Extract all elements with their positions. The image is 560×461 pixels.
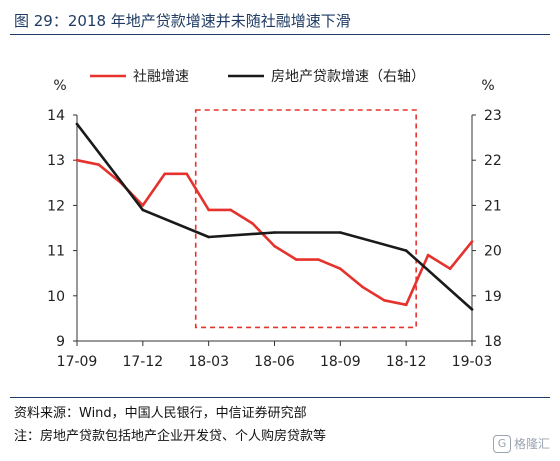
figure-title: 图 29：2018 年地产贷款增速并未随社融增速下滑 bbox=[14, 12, 351, 30]
data-point-real-estate-loans bbox=[404, 249, 408, 252]
x-axis-tick-label: 17-09 bbox=[57, 354, 98, 370]
data-point-social-financing bbox=[339, 267, 342, 271]
legend-label: 房地产贷款增速（右轴） bbox=[271, 69, 425, 85]
data-point-social-financing bbox=[97, 163, 101, 166]
data-point-social-financing bbox=[229, 208, 232, 212]
data-point-real-estate-loans bbox=[141, 208, 145, 212]
watermark-text: 格隆汇 bbox=[513, 436, 550, 451]
data-point-social-financing bbox=[163, 172, 167, 176]
chart-area: 9 10 11 12 13 14 18 19 20 21 22 23% % 17-09 17-12 18-03… bbox=[47, 69, 502, 370]
data-point-social-financing bbox=[251, 222, 254, 225]
data-point-social-financing bbox=[426, 253, 430, 257]
data-point-real-estate-loans bbox=[75, 122, 79, 126]
data-point-social-financing bbox=[382, 299, 386, 302]
x-axis-tick-label: 18-09 bbox=[320, 354, 361, 370]
left-axis-unit: % bbox=[53, 78, 66, 94]
footer-rule bbox=[10, 397, 550, 398]
footnote: 注：房地产贷款包括地产企业开发贷、个人购房贷款等 bbox=[14, 429, 327, 444]
x-axis-tick-label: 17-12 bbox=[122, 354, 163, 370]
data-point-social-financing bbox=[185, 172, 188, 176]
data-point-social-financing bbox=[207, 208, 210, 212]
right-axis-tick-label: 20 bbox=[484, 244, 502, 260]
right-axis-tick-label: 21 bbox=[484, 198, 502, 214]
title-rule bbox=[10, 34, 550, 35]
right-axis-tick-label: 23 bbox=[484, 108, 502, 124]
data-point-social-financing bbox=[361, 285, 364, 289]
right-axis-unit: % bbox=[481, 78, 494, 94]
data-point-social-financing bbox=[273, 244, 276, 248]
right-axis-tick-label: 18 bbox=[484, 334, 502, 350]
data-point-real-estate-loans bbox=[339, 231, 342, 234]
highlight-box bbox=[194, 109, 417, 329]
source-note: 资料来源：Wind，中国人民银行，中信证券研究部 bbox=[14, 406, 307, 421]
legend-label: 社融增速 bbox=[133, 69, 189, 85]
watermark-logo-icon: G bbox=[492, 435, 511, 453]
data-point-real-estate-loans bbox=[207, 235, 210, 239]
data-point-real-estate-loans bbox=[273, 231, 276, 234]
data-point-social-financing bbox=[317, 258, 320, 261]
x-axis-tick-label: 19-03 bbox=[452, 354, 493, 370]
left-axis-tick-label: 13 bbox=[47, 153, 65, 169]
watermark: G 格隆汇 bbox=[492, 435, 550, 453]
right-axis-tick-label: 22 bbox=[484, 153, 502, 169]
data-point-social-financing bbox=[295, 258, 298, 261]
x-axis-tick-label: 18-06 bbox=[254, 354, 295, 370]
left-axis-tick-label: 11 bbox=[47, 244, 65, 260]
x-axis-tick-label: 18-12 bbox=[386, 354, 427, 370]
data-point-social-financing bbox=[141, 204, 145, 207]
data-point-real-estate-loans bbox=[470, 308, 474, 311]
series-line-real-estate-loans bbox=[75, 122, 474, 311]
right-axis-tick-label: 19 bbox=[484, 289, 502, 305]
left-axis-tick-label: 14 bbox=[47, 108, 65, 124]
data-point-social-financing bbox=[404, 303, 408, 307]
data-point-social-financing bbox=[448, 267, 452, 271]
left-axis-tick-label: 9 bbox=[56, 334, 65, 350]
left-axis-tick-label: 12 bbox=[47, 198, 65, 214]
data-point-social-financing bbox=[470, 240, 474, 243]
left-axis-tick-label: 10 bbox=[47, 289, 65, 305]
data-point-social-financing bbox=[75, 158, 79, 162]
x-axis-tick-label: 18-03 bbox=[188, 354, 229, 370]
